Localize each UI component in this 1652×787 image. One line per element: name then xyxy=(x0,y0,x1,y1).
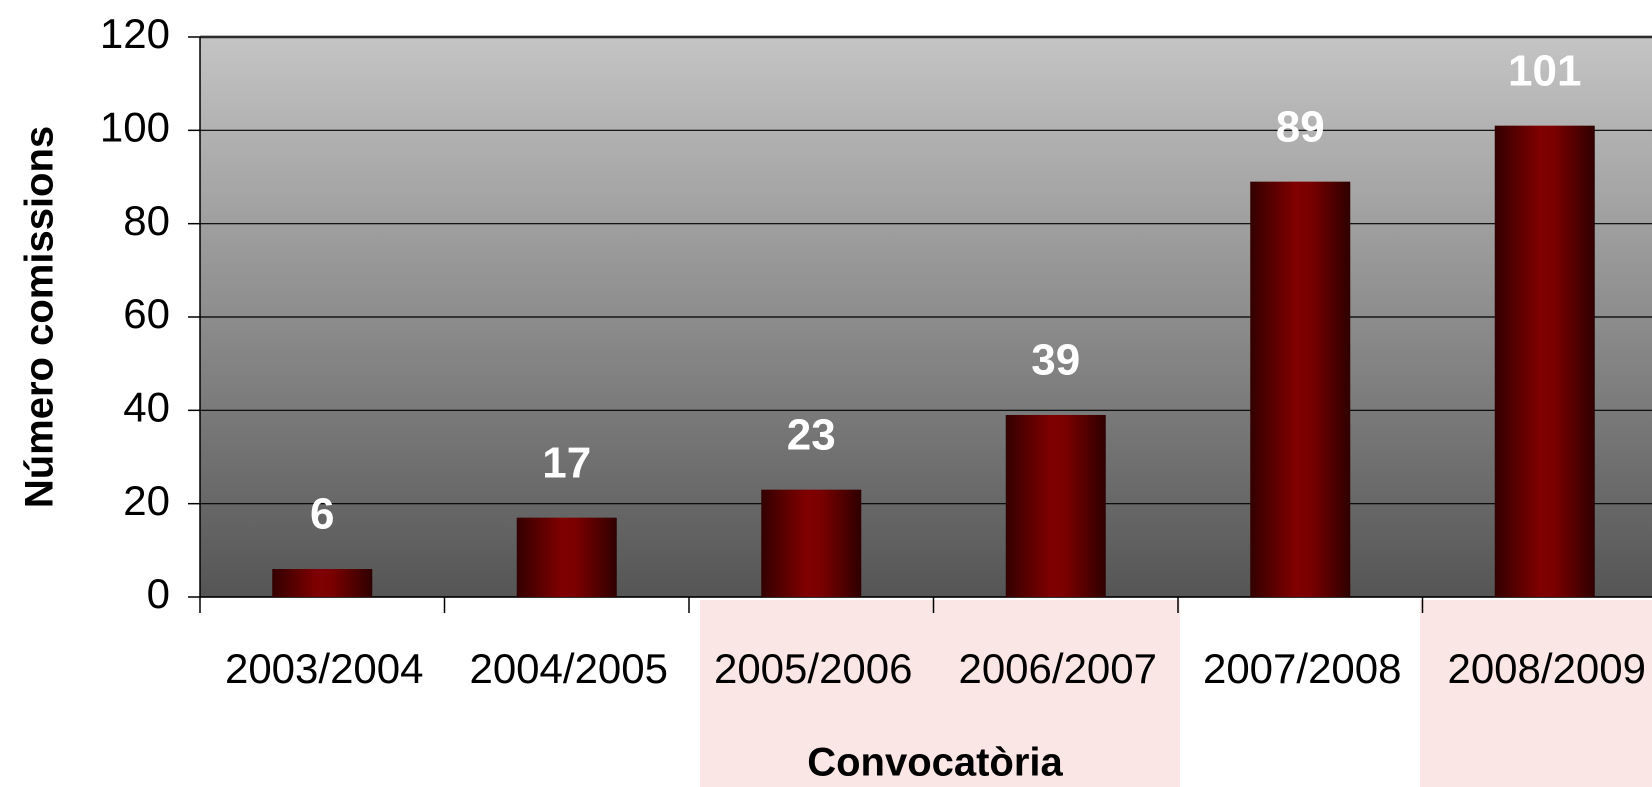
x-tick-label: 2007/2008 xyxy=(1203,645,1402,692)
x-tick-label: 2003/2004 xyxy=(225,645,424,692)
value-label: 101 xyxy=(1508,46,1581,95)
bar xyxy=(516,517,617,597)
bar xyxy=(1250,181,1351,597)
x-tick-label: 2008/2009 xyxy=(1447,645,1646,692)
bar xyxy=(1494,125,1595,598)
value-label: 23 xyxy=(787,410,836,459)
background-decor xyxy=(1420,600,1652,787)
x-tick-label: 2005/2006 xyxy=(714,645,913,692)
y-tick-label: 120 xyxy=(100,10,170,57)
x-tick-label: 2006/2007 xyxy=(958,645,1157,692)
bar xyxy=(272,569,373,597)
y-tick-label: 40 xyxy=(123,383,170,430)
y-tick-label: 80 xyxy=(123,197,170,244)
background-decor xyxy=(700,600,1180,787)
x-tick-label: 2004/2005 xyxy=(469,645,668,692)
x-axis-title: Convocatòria xyxy=(807,741,1063,785)
value-label: 89 xyxy=(1276,102,1325,151)
plot-area: 0 20 40 60 80 100 120 2003/2004 6 2004/2005 17 2005… xyxy=(100,10,1652,692)
y-tick-label: 60 xyxy=(123,290,170,337)
value-label: 6 xyxy=(310,490,334,539)
y-axis-title: Número comissions xyxy=(18,126,62,508)
value-label: 39 xyxy=(1031,336,1080,385)
bar xyxy=(1005,415,1106,597)
y-tick-label: 20 xyxy=(123,477,170,524)
value-label: 17 xyxy=(542,438,591,487)
bar xyxy=(761,489,862,597)
y-tick-label: 100 xyxy=(100,103,170,150)
y-tick-label: 0 xyxy=(147,570,170,617)
